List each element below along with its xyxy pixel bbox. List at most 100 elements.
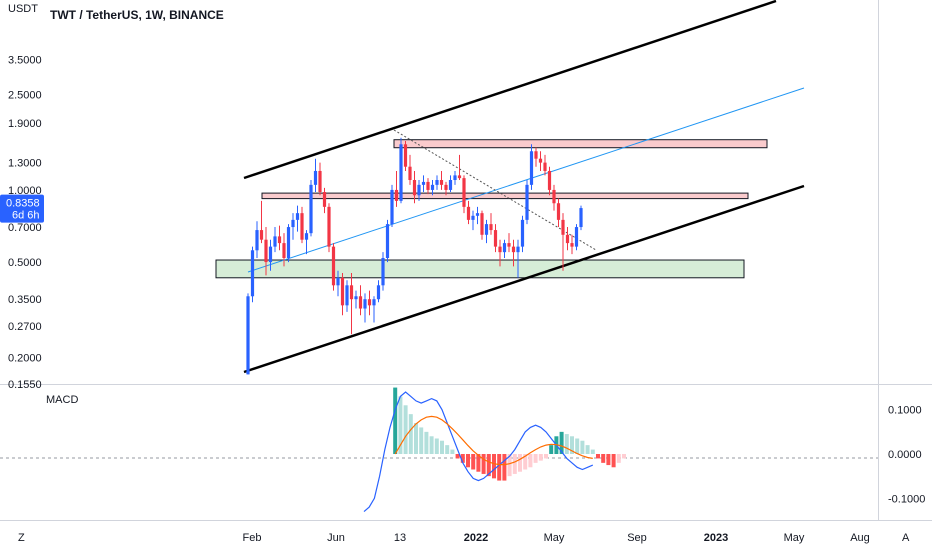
candle-body xyxy=(502,243,507,253)
price-axis[interactable]: 3.5000 2.5000 1.9000 1.3000 1.0000 0.7000 0.50… xyxy=(8,55,42,391)
candle-body xyxy=(538,158,543,163)
candle-body xyxy=(336,277,340,286)
candle-body xyxy=(507,243,511,247)
channel-lower-line xyxy=(243,184,805,374)
macd-histogram-bar xyxy=(471,454,476,470)
candle-body xyxy=(399,144,403,201)
zoom-button[interactable]: Z xyxy=(12,528,32,546)
candle-body xyxy=(489,224,493,231)
macd-pane[interactable]: MACD xyxy=(0,387,878,513)
price-tick-label: 0.1550 xyxy=(8,379,42,391)
macd-histogram-bar xyxy=(466,454,470,468)
macd-histogram-bar xyxy=(523,454,528,470)
macd-histogram-bar xyxy=(616,454,621,463)
price-tick-label: 1.0000 xyxy=(8,185,42,197)
macd-histogram-bar xyxy=(559,431,564,454)
macd-histogram-bar xyxy=(398,396,403,454)
macd-histogram-bar xyxy=(549,445,554,454)
main-pane[interactable] xyxy=(0,0,878,384)
price-tick-label: 0.3500 xyxy=(8,294,42,306)
candle-body xyxy=(516,246,520,253)
macd-histogram-bar xyxy=(538,454,543,461)
macd-histogram-bar xyxy=(570,436,574,454)
candle-body xyxy=(313,170,318,185)
candle-body xyxy=(403,144,408,167)
candle-body xyxy=(273,236,277,247)
candle-body xyxy=(250,250,255,297)
time-tick-label: Aug xyxy=(850,532,870,544)
auto-scale-button-bg[interactable] xyxy=(896,528,916,546)
time-tick-label: Sep xyxy=(627,532,647,544)
candle-body xyxy=(543,162,547,171)
candle-body xyxy=(318,170,322,193)
time-tick-label: 2022 xyxy=(464,532,488,544)
main-pane-background xyxy=(0,0,878,384)
time-axis[interactable]: Feb Jun 13 2022 May Sep 2023 May Aug xyxy=(243,532,870,544)
candle-body xyxy=(552,189,556,204)
zoom-button-bg[interactable] xyxy=(12,528,32,546)
trend-dotted-line xyxy=(393,129,597,251)
macd-histogram-bar xyxy=(445,445,450,454)
macd-histogram-bar xyxy=(611,454,616,468)
candle-body xyxy=(331,246,336,286)
macd-histogram-bar xyxy=(414,423,418,454)
candle-body xyxy=(354,296,358,300)
macd-histogram-bar xyxy=(429,436,434,454)
macd-histogram-bar xyxy=(512,454,517,474)
macd-line xyxy=(363,391,594,513)
currency-label: USDT xyxy=(8,3,38,15)
zoom-button-label[interactable]: Z xyxy=(18,532,25,544)
candle-body xyxy=(259,230,264,240)
macd-histogram-bar xyxy=(455,454,460,459)
candle-body xyxy=(255,230,259,251)
candle-body xyxy=(246,296,250,375)
candle-body xyxy=(529,151,534,185)
candle-body xyxy=(381,258,385,286)
candle-body xyxy=(309,184,313,234)
macd-histogram-bar xyxy=(502,454,507,481)
macd-histogram-layer xyxy=(393,387,626,481)
macd-axis[interactable]: 0.1000 0.0000 -0.1000 xyxy=(888,405,925,506)
time-tick-label: May xyxy=(784,532,805,544)
candle-body xyxy=(570,243,574,247)
price-tick-label: 0.5000 xyxy=(8,257,42,269)
zone-resistance-upper xyxy=(393,139,768,149)
macd-histogram-bar xyxy=(424,431,429,454)
candle-body xyxy=(394,189,399,201)
price-tick-label: 3.5000 xyxy=(8,55,42,67)
candle-body xyxy=(453,175,457,181)
channel-layer xyxy=(243,0,805,374)
macd-histogram-bar xyxy=(585,445,590,454)
time-tick-label: May xyxy=(544,532,565,544)
macd-histogram-bar xyxy=(497,454,502,481)
candle-body xyxy=(534,151,538,159)
time-tick-label: 13 xyxy=(394,532,406,544)
macd-histogram-bar xyxy=(533,454,538,463)
candle-body xyxy=(264,239,268,263)
price-tick-label: 0.2700 xyxy=(8,321,42,333)
candle-body xyxy=(367,299,372,306)
candle-body xyxy=(462,178,466,207)
macd-histogram-bar xyxy=(596,454,600,459)
macd-histogram-bar xyxy=(434,438,439,454)
auto-scale-button[interactable]: A xyxy=(896,528,916,546)
last-price-tag: 0.8358 6d 6h xyxy=(0,194,44,223)
candle-body xyxy=(547,170,552,190)
candle-body xyxy=(412,180,417,196)
auto-scale-button-label[interactable]: A xyxy=(902,532,910,544)
candle-body xyxy=(471,215,475,220)
countdown-value: 6d 6h xyxy=(12,210,40,222)
price-tick-label: 0.2000 xyxy=(8,352,42,364)
candle-body xyxy=(448,180,453,190)
candle-body xyxy=(439,180,444,185)
candle-body xyxy=(327,206,331,247)
signal-line xyxy=(394,415,593,466)
zone-support xyxy=(215,259,745,279)
price-tick-label: 1.3000 xyxy=(8,158,42,170)
last-price-value: 0.8358 xyxy=(6,198,40,210)
candles-layer xyxy=(246,137,583,375)
candle-body xyxy=(466,206,471,220)
macd-lines-layer xyxy=(363,391,594,513)
candle-body xyxy=(340,277,345,306)
